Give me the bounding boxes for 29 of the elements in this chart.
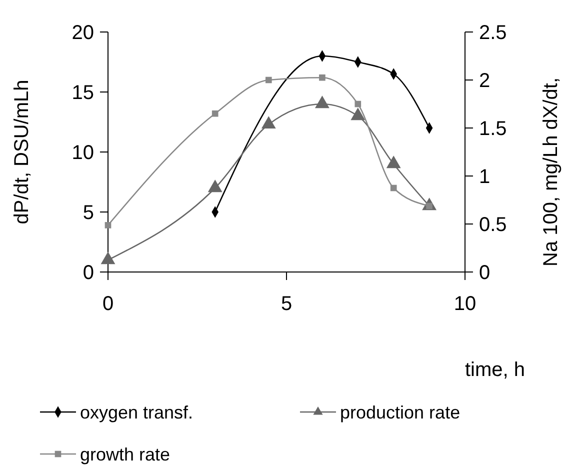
y-tick-label: 20	[72, 22, 94, 44]
x-tick-label: 5	[280, 293, 292, 315]
point	[386, 156, 401, 168]
point	[354, 100, 362, 108]
point	[265, 76, 272, 84]
point	[212, 110, 218, 117]
point	[208, 180, 222, 192]
legend-label: oxygen transf.	[80, 402, 194, 422]
y2-tick-label: 2	[479, 70, 490, 92]
y2-tick-label: 0	[479, 262, 490, 284]
x-tick-label: 10	[454, 293, 476, 315]
legend-label: growth rate	[80, 444, 170, 464]
point	[104, 222, 112, 228]
point	[319, 74, 326, 81]
y-axis-title: dP/dt, DSU/mLh	[11, 80, 33, 224]
y2-tick-label: 1.5	[479, 118, 507, 140]
y-tick-label: 0	[82, 262, 94, 284]
y2-axis-title: Na 100, mg/Lh dX/dt,	[540, 77, 562, 267]
y-tick-label: 5	[82, 202, 94, 224]
y-tick-label: 10	[72, 142, 94, 164]
y2-tick-label: 1	[479, 166, 490, 188]
x-tick-label: 0	[102, 293, 114, 315]
y-tick-label: 15	[72, 82, 94, 104]
point	[100, 252, 116, 264]
y2-tick-label: 2.5	[479, 22, 507, 44]
legend-label: production rate	[340, 402, 460, 422]
point	[390, 184, 397, 192]
y2-tick-label: 0.5	[479, 214, 507, 236]
x-axis-title: time, h	[464, 359, 526, 381]
